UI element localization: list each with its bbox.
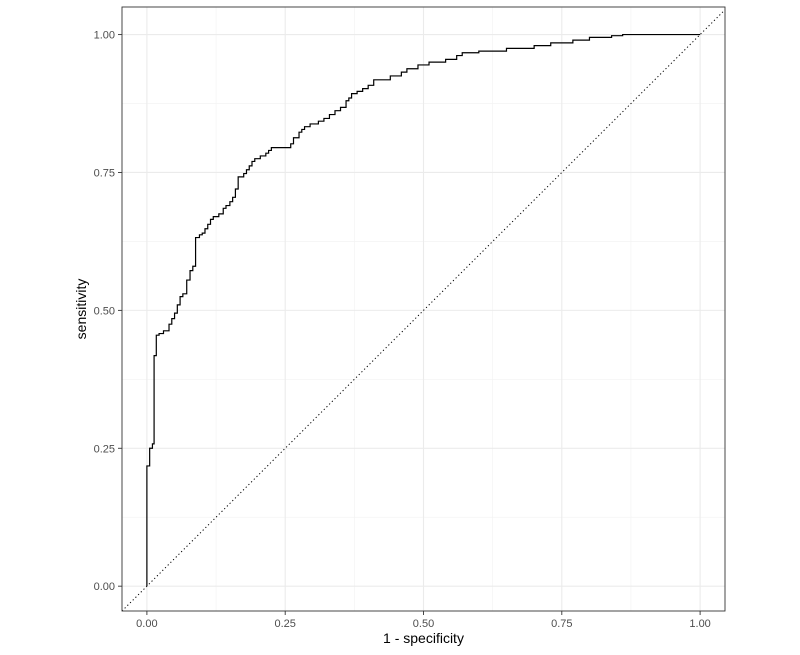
roc-curve xyxy=(146,33,701,587)
x-axis-ticks: 0.00 0.25 0.50 0.75 1.00 xyxy=(136,611,711,630)
y-tick-label: 0.25 xyxy=(94,443,115,455)
major-gridlines xyxy=(122,7,725,611)
y-tick-label: 1.00 xyxy=(94,30,115,42)
y-tick-label: 0.00 xyxy=(94,581,115,593)
y-tick-label: 0.50 xyxy=(94,305,115,317)
x-axis-title: 1 - specificity xyxy=(383,630,464,646)
x-tick-label: 0.25 xyxy=(274,618,295,630)
x-tick-label: 0.75 xyxy=(551,618,572,630)
x-tick-label: 0.00 xyxy=(136,618,157,630)
chance-diagonal-line xyxy=(121,9,726,612)
x-tick-label: 1.00 xyxy=(689,618,710,630)
y-axis-ticks: 0.00 0.25 0.50 0.75 1.00 xyxy=(94,30,122,593)
y-axis-title: sensitivity xyxy=(73,279,89,340)
y-tick-label: 0.75 xyxy=(94,167,115,179)
x-tick-label: 0.50 xyxy=(413,618,434,630)
